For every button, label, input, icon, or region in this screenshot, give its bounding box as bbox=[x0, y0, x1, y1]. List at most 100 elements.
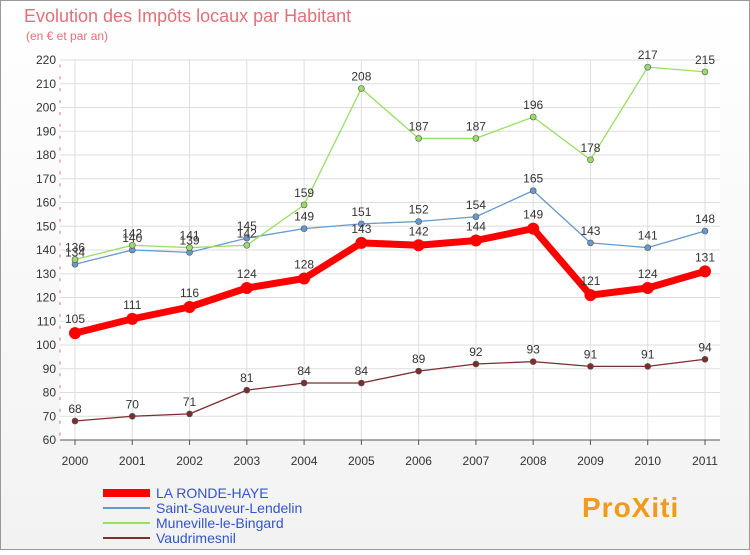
y-tick-label: 60 bbox=[43, 433, 57, 447]
data-label: 70 bbox=[126, 397, 140, 411]
y-tick-label: 180 bbox=[36, 148, 56, 162]
data-label: 144 bbox=[466, 220, 486, 234]
data-point bbox=[587, 239, 594, 247]
y-tick-label: 100 bbox=[36, 338, 56, 352]
series-line bbox=[74, 358, 706, 422]
data-label: 91 bbox=[584, 347, 598, 361]
data-label: 128 bbox=[294, 258, 314, 272]
data-point bbox=[644, 363, 652, 370]
data-label: 159 bbox=[294, 186, 314, 200]
data-label: 131 bbox=[695, 250, 715, 264]
data-point bbox=[472, 213, 480, 221]
data-point bbox=[358, 85, 365, 92]
data-point bbox=[126, 312, 139, 325]
data-point bbox=[358, 379, 365, 387]
data-point bbox=[584, 289, 597, 302]
series-line bbox=[74, 66, 706, 261]
x-tick-label: 2009 bbox=[577, 454, 604, 468]
data-label: 217 bbox=[638, 48, 658, 62]
data-point bbox=[472, 360, 480, 368]
data-label: 187 bbox=[466, 119, 486, 133]
data-label: 124 bbox=[638, 267, 658, 281]
x-tick-label: 2002 bbox=[176, 454, 203, 468]
label-layer: 134 140 139 145 149 151 152 154 165 143 141 148 136 1… bbox=[65, 48, 715, 416]
y-tick-label: 70 bbox=[43, 409, 57, 423]
data-point bbox=[644, 63, 652, 71]
data-label: 136 bbox=[65, 241, 85, 255]
data-point bbox=[415, 367, 422, 375]
data-label: 178 bbox=[580, 141, 600, 155]
data-label: 89 bbox=[412, 352, 426, 366]
series-line bbox=[71, 225, 709, 337]
data-point bbox=[183, 301, 196, 313]
data-label: 208 bbox=[351, 70, 371, 84]
data-label: 154 bbox=[466, 198, 486, 212]
series-line bbox=[74, 189, 706, 265]
legend-item-1: Saint-Sauveur-Lendelin bbox=[103, 500, 302, 516]
data-point bbox=[701, 227, 709, 235]
data-point bbox=[358, 220, 365, 228]
data-point bbox=[699, 265, 711, 278]
data-label: 145 bbox=[237, 219, 257, 233]
legend-label: Muneville-le-Bingard bbox=[156, 515, 284, 531]
data-label: 187 bbox=[409, 119, 429, 133]
proxiti-logo: ProXiti bbox=[582, 492, 679, 523]
x-tick-label: 2003 bbox=[233, 454, 260, 468]
y-tick-label: 120 bbox=[36, 291, 56, 305]
legend-label: Saint-Sauveur-Lendelin bbox=[156, 500, 302, 516]
y-tick-label: 220 bbox=[36, 53, 56, 67]
data-label: 92 bbox=[469, 345, 483, 359]
data-label: 81 bbox=[240, 371, 254, 385]
chart-subtitle: (en € et par an) bbox=[26, 29, 108, 43]
data-label: 94 bbox=[698, 340, 712, 354]
series-1 bbox=[71, 187, 709, 268]
data-point bbox=[128, 412, 136, 420]
data-label: 105 bbox=[65, 312, 85, 326]
data-point bbox=[587, 156, 594, 164]
x-tick-label: 2010 bbox=[634, 454, 661, 468]
x-tick-label: 2011 bbox=[692, 454, 718, 468]
data-point bbox=[587, 363, 594, 370]
y-tick-label: 140 bbox=[36, 243, 56, 257]
y-tick-label: 160 bbox=[36, 196, 56, 210]
data-label: 93 bbox=[527, 343, 541, 357]
data-label: 68 bbox=[68, 402, 82, 416]
y-tick-label: 90 bbox=[43, 362, 57, 376]
x-tick-label: 2005 bbox=[348, 454, 375, 468]
data-point bbox=[71, 417, 79, 425]
data-label: 134 bbox=[65, 245, 85, 259]
legend-item-2: Muneville-le-Bingard bbox=[103, 515, 284, 531]
series-2 bbox=[71, 63, 709, 263]
data-point bbox=[300, 379, 308, 387]
data-label: 84 bbox=[355, 364, 369, 378]
data-point bbox=[128, 241, 136, 249]
x-tick-label: 2007 bbox=[463, 454, 490, 468]
y-tick-label: 200 bbox=[36, 101, 56, 115]
data-point bbox=[300, 201, 308, 209]
x-tick-label: 2008 bbox=[520, 454, 547, 468]
series-0 bbox=[69, 222, 711, 340]
data-point bbox=[298, 272, 311, 285]
data-point bbox=[412, 239, 425, 252]
legend-item-0: LA RONDE-HAYE bbox=[103, 485, 269, 501]
data-point bbox=[641, 282, 654, 294]
data-point bbox=[472, 135, 480, 142]
data-point bbox=[243, 234, 251, 242]
data-point bbox=[69, 327, 81, 340]
data-point bbox=[186, 244, 193, 251]
data-point bbox=[240, 282, 253, 294]
data-point bbox=[701, 355, 709, 363]
data-label: 215 bbox=[695, 53, 715, 67]
logo-text: ProXiti bbox=[582, 492, 679, 523]
data-label: 142 bbox=[237, 226, 257, 240]
data-label: 91 bbox=[641, 347, 655, 361]
x-tick-label: 2001 bbox=[119, 454, 146, 468]
data-label: 84 bbox=[297, 364, 311, 378]
data-point bbox=[644, 244, 652, 251]
data-point bbox=[186, 410, 193, 418]
data-label: 149 bbox=[523, 208, 543, 222]
legend-label: Vaudrimesnil bbox=[156, 530, 236, 546]
legend: LA RONDE-HAYESaint-Sauveur-LendelinMunev… bbox=[103, 485, 302, 546]
